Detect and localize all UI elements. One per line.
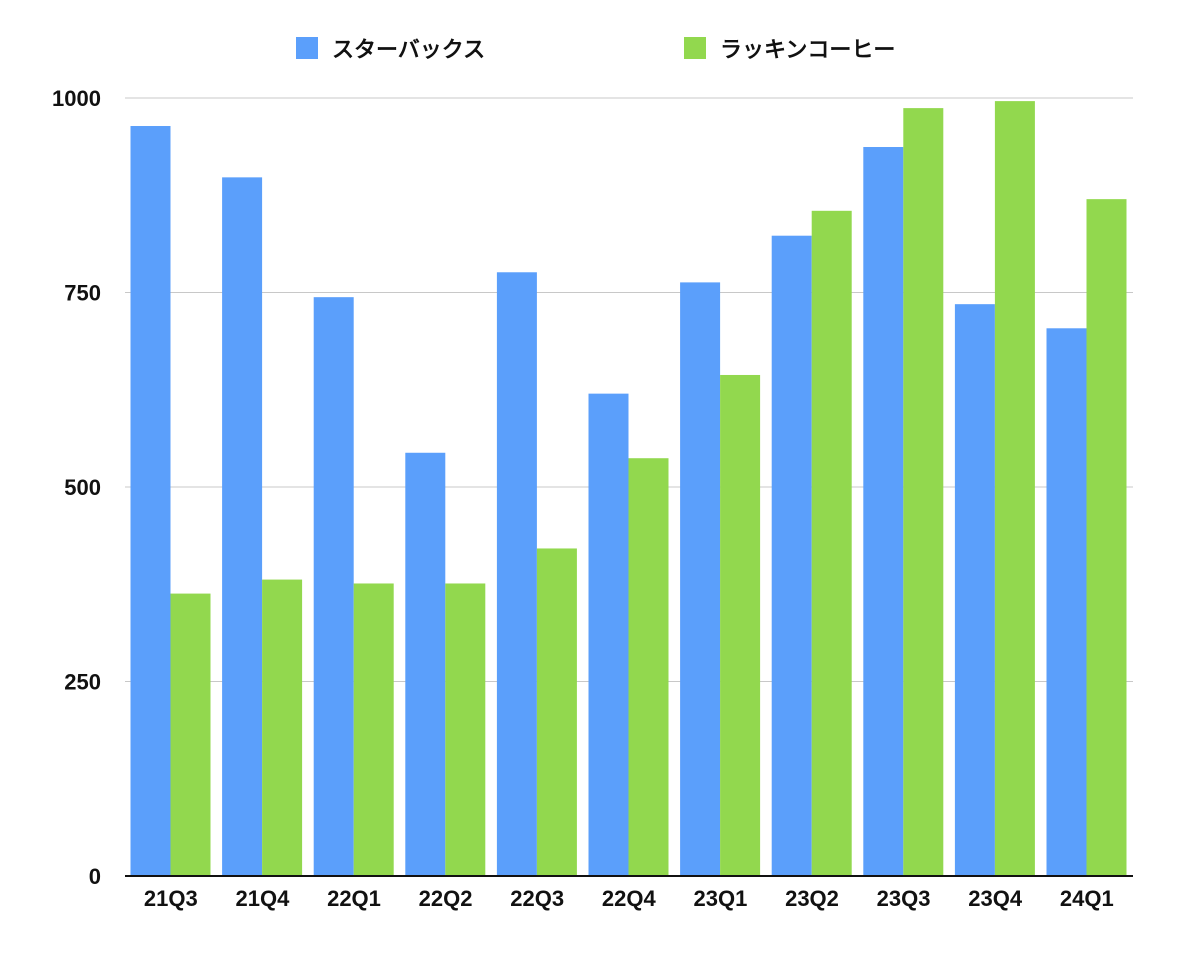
bar-series-0-23Q4 (954, 304, 995, 876)
y-tick-label-1000: 1000 (52, 86, 101, 111)
y-tick-label-0: 0 (89, 864, 101, 889)
x-tick-label-23Q2: 23Q2 (785, 886, 839, 911)
bar-series-1-23Q1 (720, 374, 761, 876)
bar-series-0-23Q2 (771, 235, 812, 876)
bar-series-1-22Q3 (536, 548, 577, 876)
bar-series-1-22Q4 (628, 458, 669, 876)
x-tick-label-21Q3: 21Q3 (144, 886, 198, 911)
x-tick-label-21Q4: 21Q4 (235, 886, 290, 911)
x-tick-label-24Q1: 24Q1 (1060, 886, 1114, 911)
x-tick-label-22Q2: 22Q2 (419, 886, 473, 911)
legend-item-series-1: ラッキンコーヒー (684, 30, 895, 66)
x-tick-label-22Q1: 22Q1 (327, 886, 381, 911)
legend-item-series-0: スターバックス (296, 30, 485, 66)
bar-series-0-23Q1 (680, 282, 721, 876)
y-tick-label-500: 500 (64, 475, 101, 500)
bar-series-0-21Q3 (130, 126, 171, 877)
legend-label-series-0: スターバックス (332, 38, 486, 63)
bar-series-0-21Q4 (222, 177, 263, 876)
y-tick-label-250: 250 (64, 670, 101, 695)
legend-swatch-series-0 (296, 37, 318, 59)
bar-series-0-22Q4 (588, 393, 629, 876)
bar-series-1-23Q2 (811, 210, 852, 876)
bar-series-0-22Q1 (313, 297, 354, 877)
bar-series-0-22Q2 (405, 452, 446, 876)
bar-series-0-24Q1 (1046, 328, 1087, 877)
y-tick-label-750: 750 (64, 281, 101, 306)
bar-series-1-23Q3 (903, 108, 944, 876)
bar-series-1-24Q1 (1086, 199, 1127, 876)
bar-series-0-23Q3 (863, 147, 904, 876)
x-tick-label-23Q3: 23Q3 (877, 886, 931, 911)
bar-series-1-23Q4 (994, 101, 1035, 876)
bar-series-1-21Q4 (262, 579, 303, 876)
legend-label-series-1: ラッキンコーヒー (720, 38, 896, 63)
legend-swatch-series-1 (684, 37, 706, 59)
bar-series-1-22Q2 (445, 583, 486, 876)
bar-series-1-21Q3 (170, 593, 211, 876)
bar-series-1-22Q1 (353, 583, 394, 876)
x-tick-label-22Q3: 22Q3 (510, 886, 564, 911)
x-tick-label-23Q4: 23Q4 (968, 886, 1023, 911)
x-tick-label-22Q4: 22Q4 (602, 886, 657, 911)
bar-series-0-22Q3 (496, 272, 537, 877)
x-tick-label-23Q1: 23Q1 (693, 886, 747, 911)
